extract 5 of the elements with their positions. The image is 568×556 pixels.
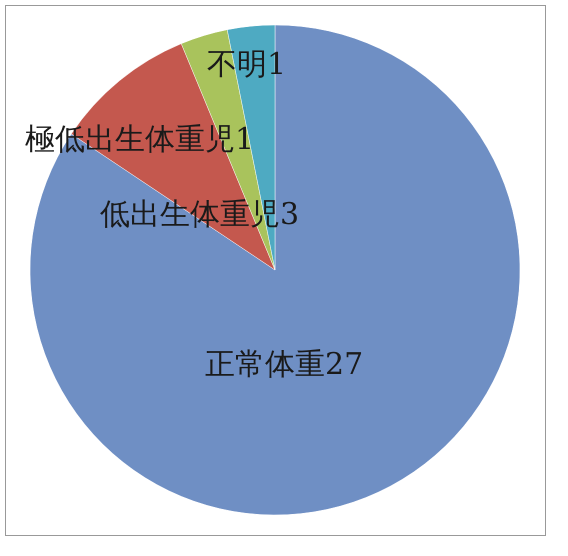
data-label: 1 [235,122,254,157]
data-label: 3 [280,197,300,232]
data-label: 27 [325,347,364,382]
slice-label: 不明 [207,47,267,82]
slice-label: 正常体重 [205,347,325,382]
